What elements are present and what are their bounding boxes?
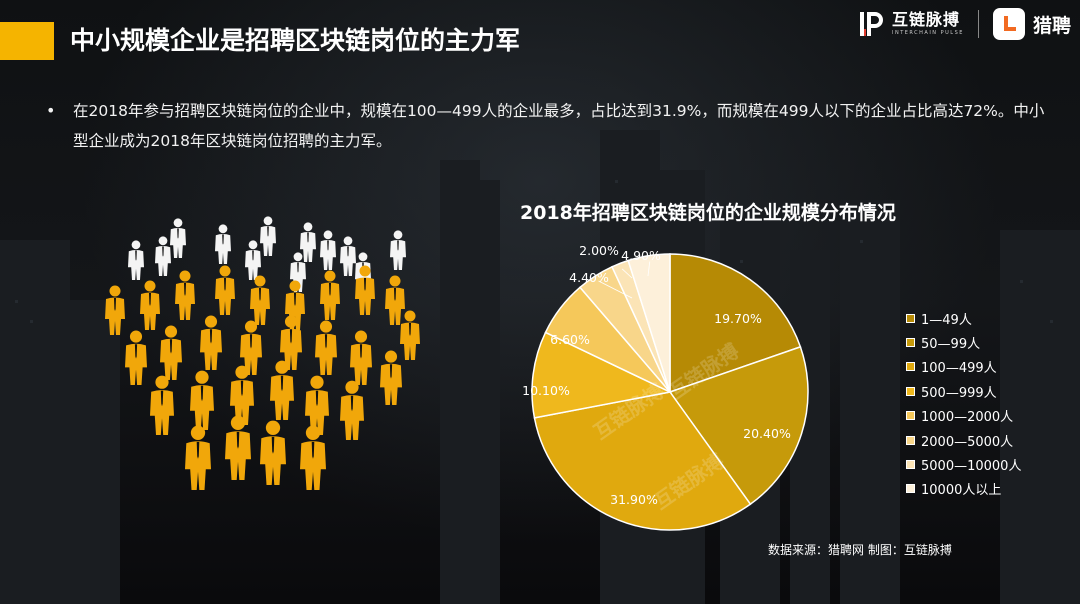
legend-swatch (906, 411, 915, 421)
person-icon (200, 315, 222, 370)
person-icon (300, 222, 316, 262)
person-icon (305, 375, 329, 435)
person-icon (240, 320, 262, 375)
pie-data-label-8: 4.90% (621, 248, 661, 263)
pie-data-label-4: 10.10% (522, 383, 570, 398)
legend-swatch (906, 460, 915, 470)
person-icon (340, 236, 356, 276)
legend-item: 50—99人 (906, 330, 1021, 354)
legend-label: 1—49人 (921, 312, 972, 328)
person-icon (390, 230, 406, 270)
legend-label: 5000—10000人 (921, 459, 1022, 475)
pie-data-label-3: 31.90% (610, 492, 658, 507)
chart-title: 2018年招聘区块链岗位的企业规模分布情况 (520, 202, 896, 224)
person-icon (400, 310, 420, 360)
legend-swatch (906, 386, 915, 396)
brand-logos: 互链脉搏 INTERCHAIN PULSE 猎聘 (858, 8, 1071, 40)
legend-swatch (906, 435, 915, 445)
person-icon (315, 320, 337, 375)
pie-leader-line-8 (647, 261, 651, 277)
person-icon (250, 275, 270, 325)
pie-chart: 互链脉搏 互链脉搏 互链脉搏 19.70%20.40%31.90%10.10%6… (522, 243, 809, 531)
page-title: 中小规模企业是招聘区块链岗位的主力军 (70, 26, 521, 55)
interchain-logo-icon (860, 12, 883, 36)
legend-item: 5000—10000人 (906, 452, 1021, 476)
brand-name: 互链脉搏 (892, 10, 961, 29)
person-icon (225, 415, 251, 480)
logo-divider (977, 10, 979, 38)
person-icon (245, 240, 261, 280)
legend-swatch (906, 338, 915, 348)
pie-slice-3 (533, 391, 752, 531)
legend-label: 50—99人 (921, 337, 981, 353)
legend-item: 100—499人 (906, 355, 1021, 379)
legend-item: 10000人以上 (906, 477, 1021, 501)
person-icon (300, 425, 326, 490)
legend-item: 2000—5000人 (906, 428, 1021, 452)
liepin-logo-icon (992, 8, 1025, 40)
legend-label: 10000人以上 (921, 483, 1002, 499)
person-icon (320, 230, 336, 270)
person-icon (150, 375, 174, 435)
person-icon (320, 270, 340, 320)
brand-subtitle: INTERCHAIN PULSE (892, 30, 964, 36)
header-accent-bar (0, 22, 54, 60)
person-icon (230, 365, 254, 425)
legend-item: 1000—2000人 (906, 404, 1021, 428)
pie-leader-line-7 (621, 268, 633, 279)
person-icon (170, 218, 186, 258)
pie-data-label-5: 6.60% (550, 332, 590, 347)
legend-swatch (906, 362, 915, 372)
person-icon (215, 265, 235, 315)
person-icon (260, 420, 286, 485)
person-icon (128, 240, 144, 280)
person-icon (270, 360, 294, 420)
pie-data-label-7: 2.00% (579, 243, 619, 258)
pie-slice-8 (627, 253, 671, 393)
person-icon (340, 380, 364, 440)
legend-label: 500—999人 (921, 385, 997, 401)
person-icon (280, 315, 302, 370)
person-icon (175, 270, 195, 320)
legend-item: 500—999人 (906, 379, 1021, 403)
person-icon (160, 325, 182, 380)
legend-label: 100—499人 (921, 361, 997, 377)
person-icon (185, 425, 211, 490)
pie-data-label-6: 4.40% (569, 270, 609, 285)
person-icon (105, 285, 125, 335)
person-icon (385, 275, 405, 325)
pie-slice-4 (531, 331, 673, 419)
summary-text: 在2018年参与招聘区块链岗位的企业中，规模在100—499人的企业最多，占比达… (73, 102, 1045, 150)
bullet-dot: • (46, 101, 56, 120)
summary-bullet: • 在2018年参与招聘区块链岗位的企业中，规模在100—499人的企业最多，占… (46, 96, 1046, 156)
person-icon (260, 216, 276, 256)
people-crowd-illustration (105, 216, 420, 490)
person-icon (350, 330, 372, 385)
legend-label: 1000—2000人 (921, 410, 1014, 426)
pie-data-label-1: 19.70% (714, 311, 762, 326)
source-note: 数据来源：猎聘网 制图：互链脉搏 (768, 543, 952, 557)
legend-item: 1—49人 (906, 306, 1021, 330)
person-icon (355, 265, 375, 315)
person-icon (215, 224, 231, 264)
legend-label: 2000—5000人 (921, 434, 1014, 450)
pie-slice-2 (668, 345, 809, 506)
chart-legend: 1—49人 50—99人 100—499人 500—999人 1000—2000人 200… (906, 306, 1021, 501)
person-icon (380, 350, 402, 405)
pie-leader-line-6 (598, 280, 633, 299)
person-icon (125, 330, 147, 385)
legend-swatch (906, 313, 915, 323)
pie-data-label-2: 20.40% (743, 426, 791, 441)
person-icon (140, 280, 160, 330)
person-icon (190, 370, 214, 430)
person-icon (155, 236, 171, 276)
legend-swatch (906, 484, 915, 494)
partner-name: 猎聘 (1032, 14, 1071, 37)
